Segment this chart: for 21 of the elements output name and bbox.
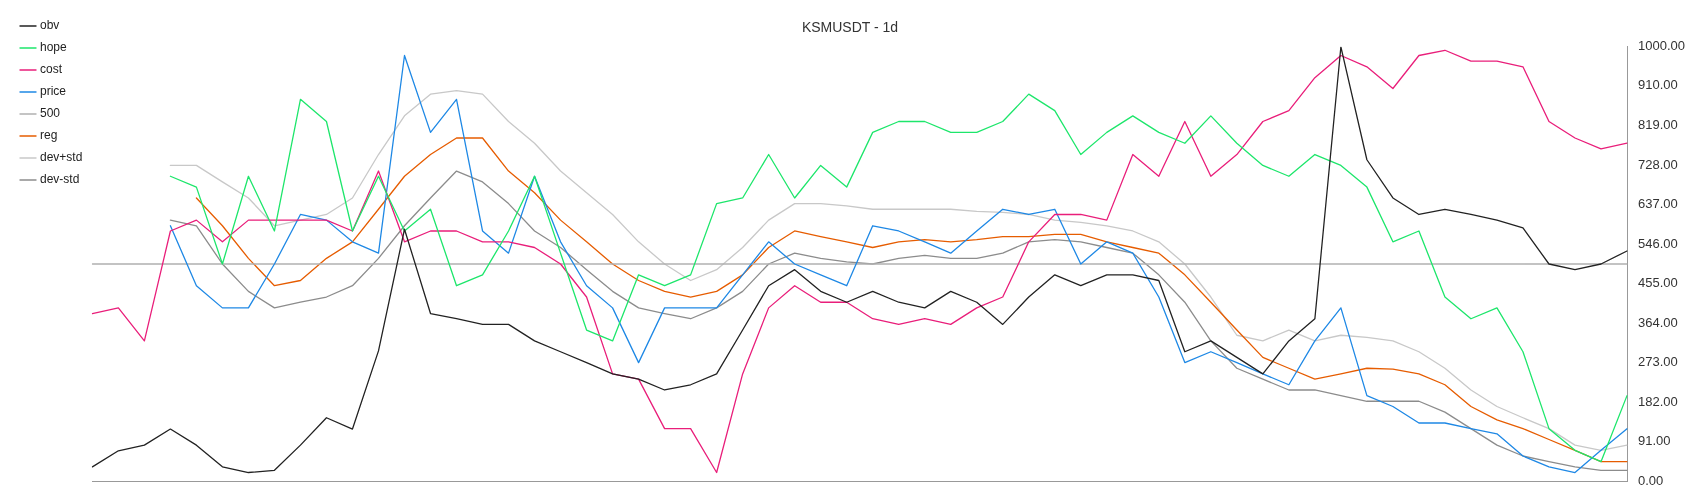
legend-label: reg xyxy=(40,128,58,143)
y-tick-label: 364.00 xyxy=(1638,314,1678,330)
chart-title: KSMUSDT - 1d xyxy=(801,19,899,36)
y-tick-label: 91.00 xyxy=(1638,433,1671,449)
y-tick-label: 0.00 xyxy=(1638,472,1664,488)
legend-label: cost xyxy=(40,62,63,77)
y-tick-label: 637.00 xyxy=(1638,196,1678,212)
legend-label: 500 xyxy=(40,106,61,121)
y-tick-label: 455.00 xyxy=(1638,275,1678,291)
y-tick-label: 273.00 xyxy=(1638,354,1678,370)
y-tick-label: 728.00 xyxy=(1638,156,1678,172)
legend-label: price xyxy=(40,84,67,99)
legend-label: hope xyxy=(40,40,68,55)
y-tick-label: 1000.00 xyxy=(1638,38,1686,54)
y-tick-label: 546.00 xyxy=(1638,235,1678,251)
legend-label: obv xyxy=(40,18,60,33)
y-tick-label: 819.00 xyxy=(1638,117,1678,132)
legend-label: dev+std xyxy=(40,150,83,165)
y-tick-label: 182.00 xyxy=(1638,393,1678,409)
legend-label: dev-std xyxy=(40,172,80,187)
y-tick-label: 910.00 xyxy=(1638,77,1678,93)
